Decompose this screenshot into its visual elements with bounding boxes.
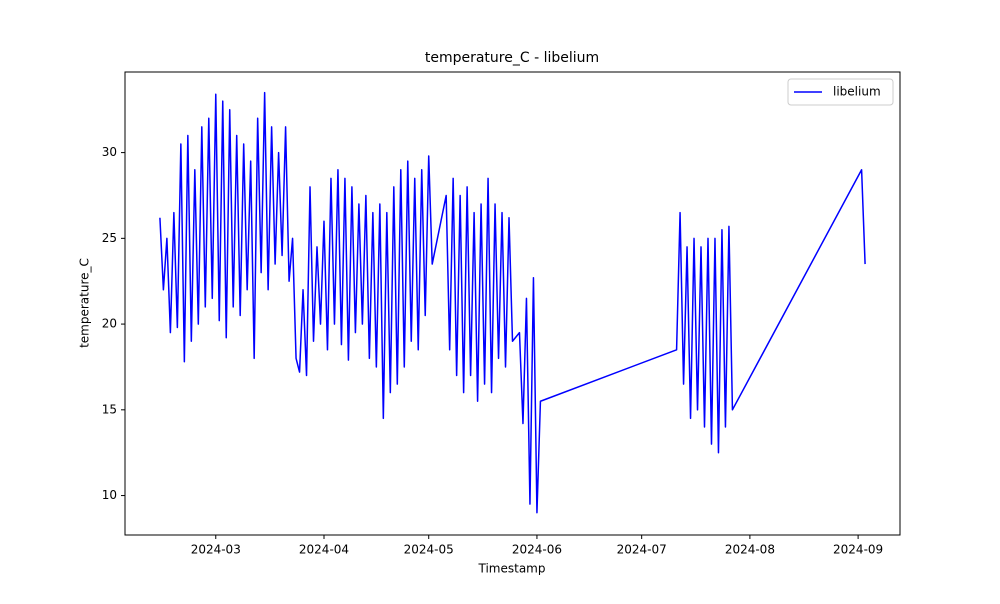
y-tick-label: 20	[102, 317, 117, 331]
axes-frame	[124, 71, 901, 536]
y-tick-label: 25	[102, 231, 117, 245]
x-axis-label: Timestamp	[478, 562, 546, 576]
legend-label: libelium	[833, 85, 881, 99]
y-tick-label: 30	[102, 145, 117, 159]
data-line	[159, 91, 866, 514]
x-tick-label: 2024-07	[617, 543, 667, 557]
x-tick-label: 2024-08	[725, 543, 775, 557]
plot-area	[159, 91, 866, 514]
x-tick-label: 2024-04	[299, 543, 349, 557]
x-tick-label: 2024-05	[404, 543, 454, 557]
y-axis-label: temperature_C	[78, 258, 92, 348]
legend-box	[787, 78, 894, 106]
x-tick-label: 2024-09	[833, 543, 883, 557]
y-tick-label: 15	[102, 402, 117, 416]
x-tick-label: 2024-03	[191, 543, 241, 557]
chart-title: temperature_C - libelium	[425, 50, 599, 66]
y-tick-label: 10	[102, 488, 117, 502]
x-tick-label: 2024-06	[512, 543, 562, 557]
